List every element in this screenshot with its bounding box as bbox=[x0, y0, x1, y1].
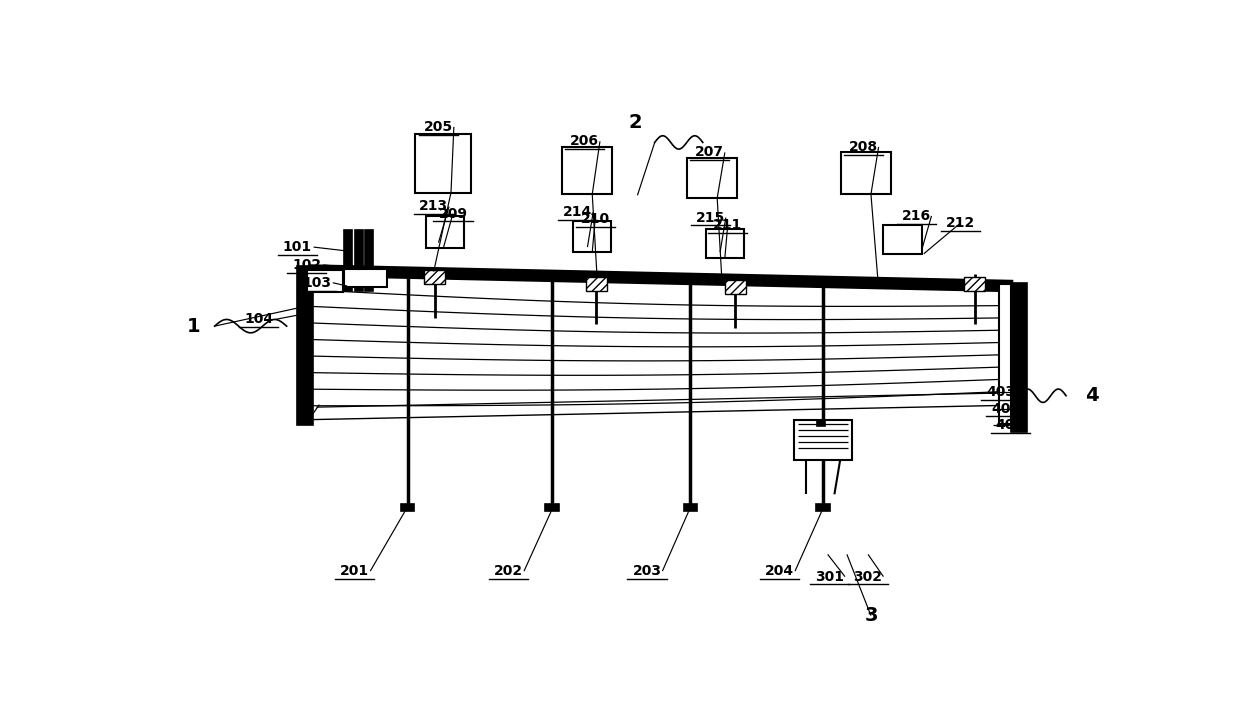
Bar bbox=[573, 221, 611, 252]
Bar bbox=[306, 270, 343, 291]
Text: 208: 208 bbox=[848, 140, 878, 154]
Bar bbox=[345, 270, 387, 287]
Text: 201: 201 bbox=[340, 564, 370, 578]
Text: 206: 206 bbox=[570, 134, 599, 148]
Bar bbox=[427, 216, 465, 248]
Text: 403: 403 bbox=[986, 385, 1016, 399]
Text: 211: 211 bbox=[713, 218, 743, 232]
Bar bbox=[817, 421, 825, 427]
Text: 216: 216 bbox=[901, 209, 931, 223]
Bar bbox=[563, 147, 613, 194]
Bar bbox=[415, 134, 471, 192]
Text: 207: 207 bbox=[694, 145, 724, 160]
Text: 213: 213 bbox=[419, 200, 448, 213]
Text: 401: 401 bbox=[996, 418, 1024, 432]
Bar bbox=[585, 277, 606, 291]
Text: 1: 1 bbox=[187, 317, 200, 335]
Bar bbox=[706, 228, 744, 257]
Text: 3: 3 bbox=[864, 606, 878, 625]
Text: 209: 209 bbox=[439, 207, 467, 221]
Text: 204: 204 bbox=[765, 564, 794, 578]
Bar bbox=[355, 231, 362, 291]
Text: 210: 210 bbox=[580, 213, 610, 226]
Text: 215: 215 bbox=[696, 210, 725, 225]
Text: 102: 102 bbox=[293, 258, 321, 272]
Text: 2: 2 bbox=[629, 114, 642, 132]
Bar bbox=[546, 505, 558, 511]
Text: 212: 212 bbox=[946, 216, 975, 230]
Text: 202: 202 bbox=[494, 564, 523, 578]
Bar bbox=[345, 231, 352, 291]
Bar bbox=[965, 277, 986, 291]
Text: 301: 301 bbox=[815, 570, 844, 583]
Text: 302: 302 bbox=[853, 570, 883, 583]
Bar bbox=[725, 281, 746, 294]
Text: 205: 205 bbox=[424, 120, 453, 134]
Bar bbox=[298, 266, 312, 424]
Bar bbox=[401, 505, 414, 511]
Text: 104: 104 bbox=[244, 312, 273, 327]
Bar bbox=[883, 225, 921, 254]
Bar bbox=[816, 505, 830, 511]
Text: 402: 402 bbox=[991, 401, 1021, 416]
Bar bbox=[1012, 283, 1027, 432]
Bar bbox=[794, 419, 852, 460]
Bar bbox=[424, 270, 445, 284]
Bar bbox=[841, 153, 892, 194]
Text: 4: 4 bbox=[1085, 386, 1099, 405]
Bar bbox=[687, 158, 738, 198]
Text: 101: 101 bbox=[283, 240, 311, 254]
Bar bbox=[683, 505, 697, 511]
Bar bbox=[998, 284, 1012, 424]
Text: 103: 103 bbox=[303, 275, 331, 290]
Bar bbox=[366, 231, 373, 291]
Text: 203: 203 bbox=[632, 564, 661, 578]
Text: 214: 214 bbox=[563, 205, 593, 219]
